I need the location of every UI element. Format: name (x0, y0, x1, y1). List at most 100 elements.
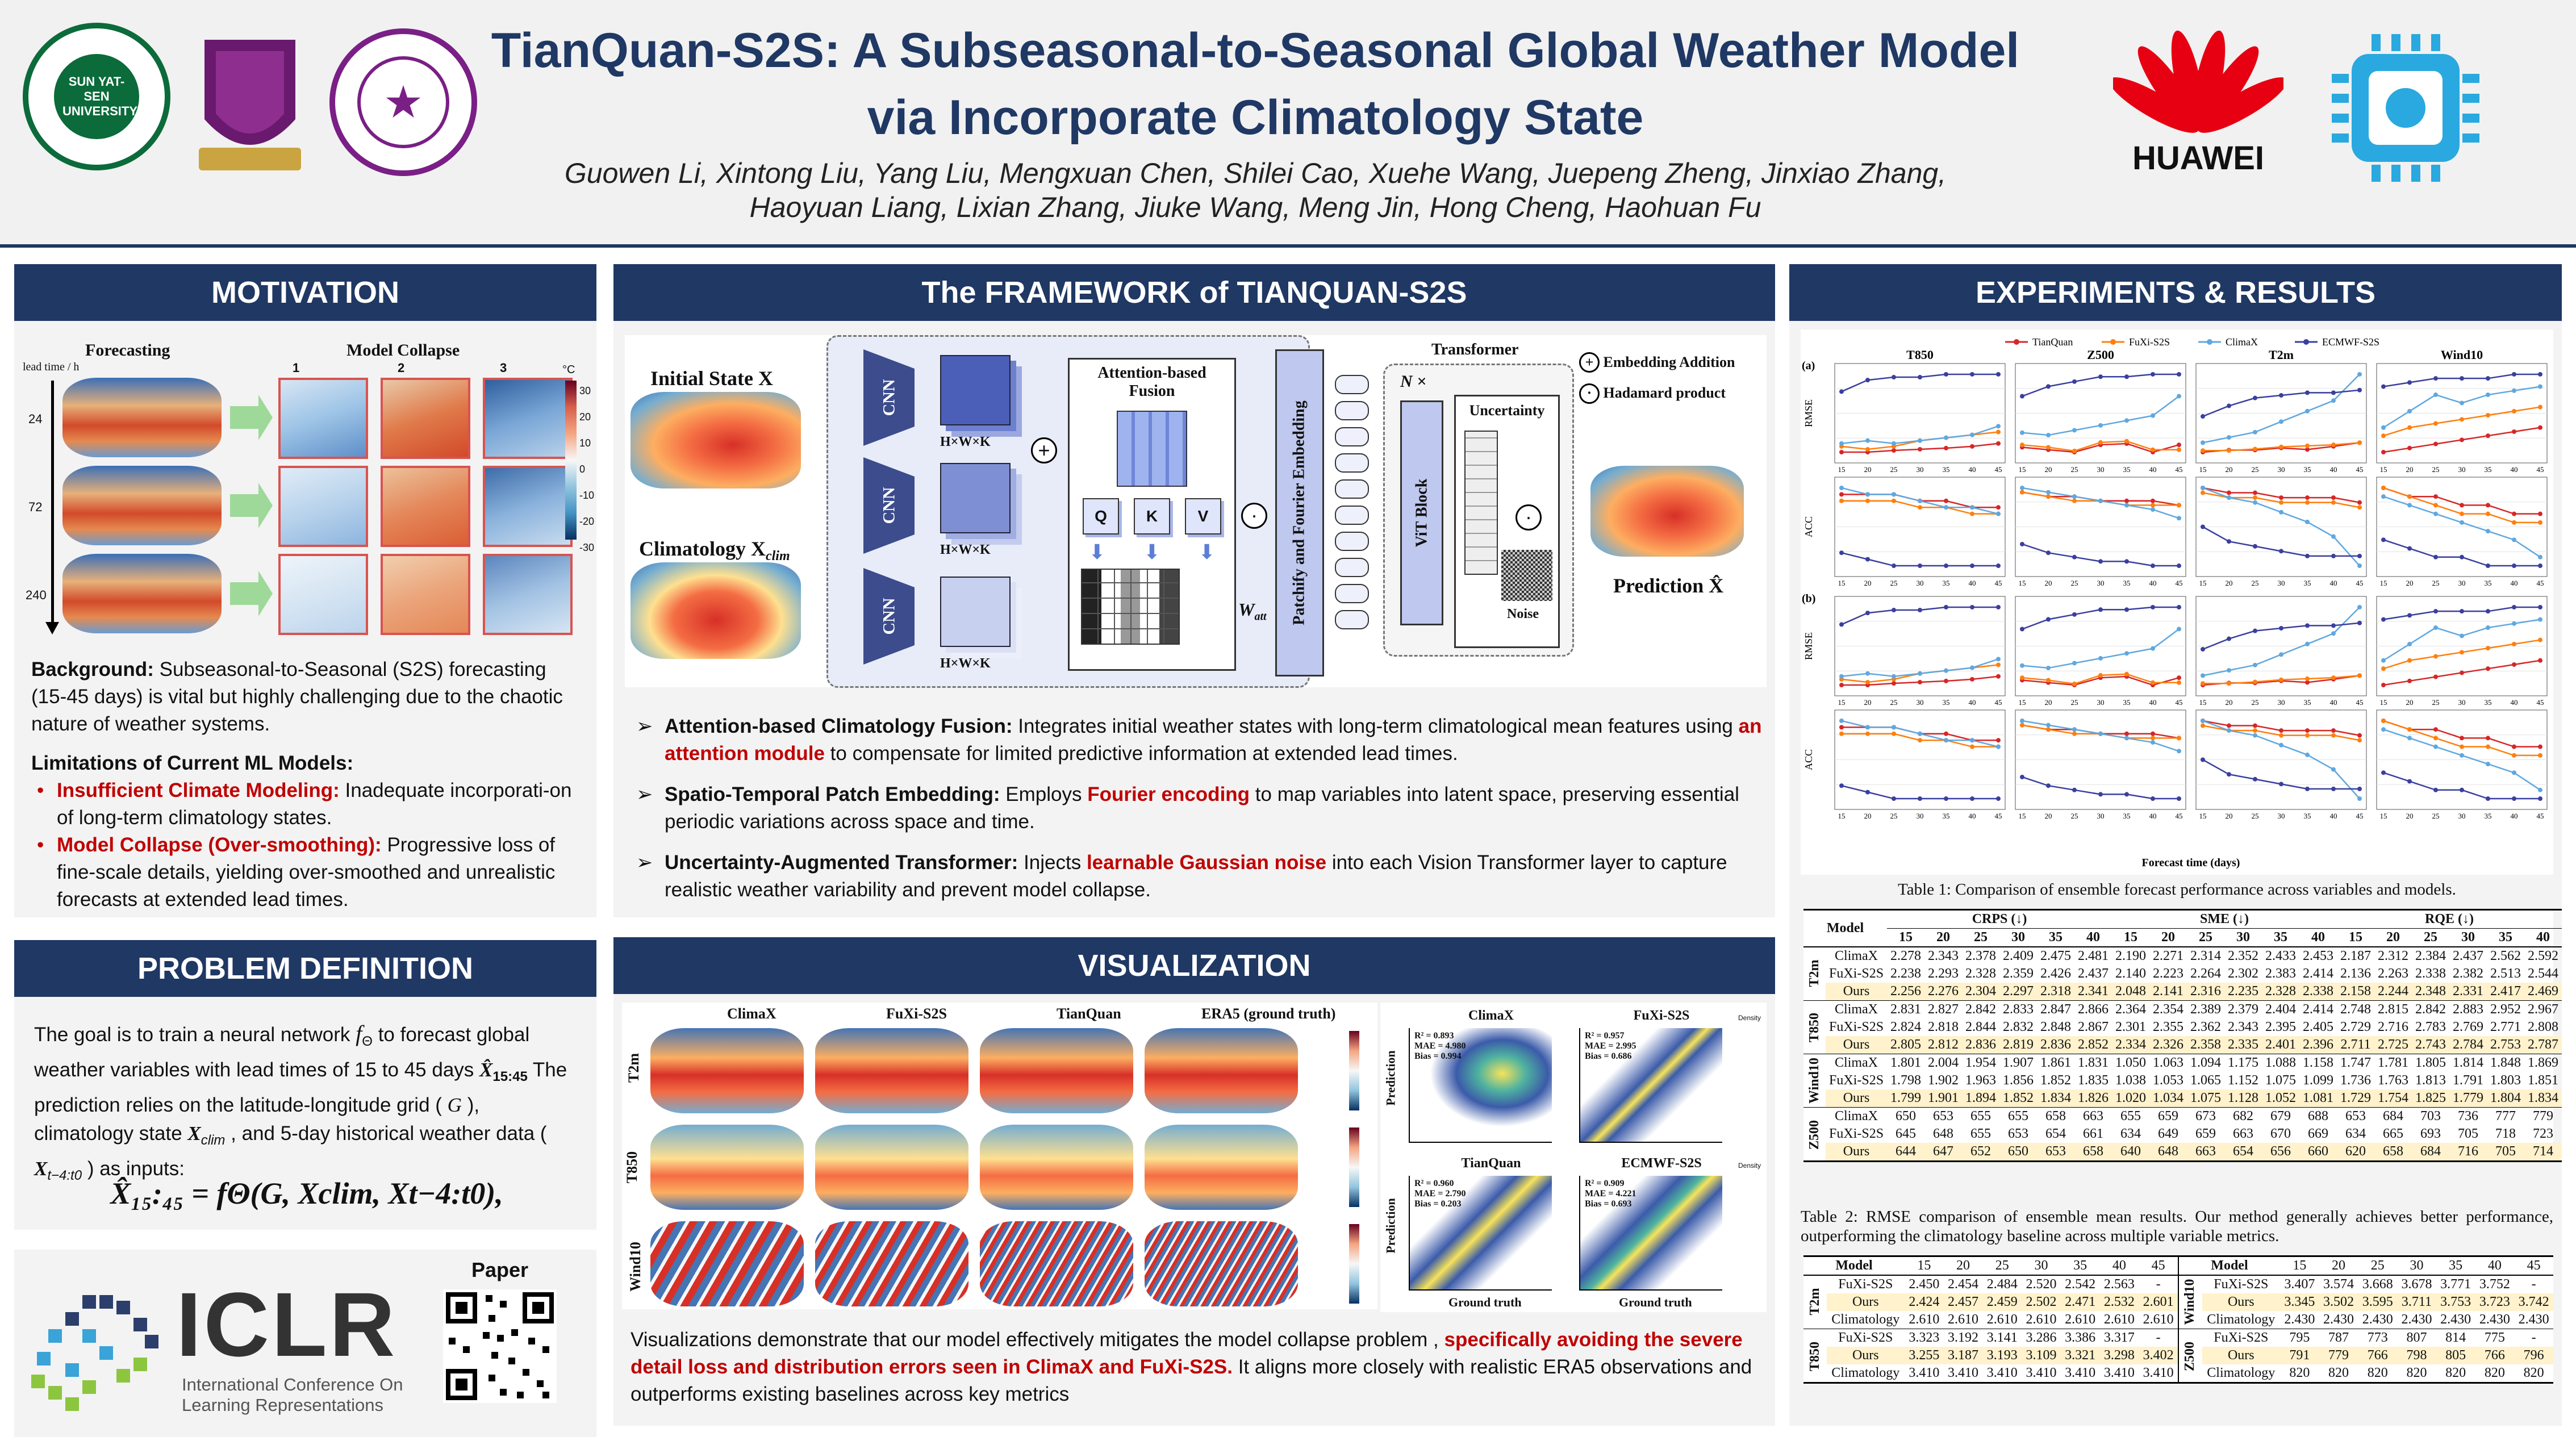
x-tick-label: 35 (2485, 698, 2492, 707)
table-row: FuXi-S2S 645 648 655 653 654 661 634 649 659 663 67… (1803, 1125, 2562, 1143)
data-point (2098, 374, 2103, 379)
table-cell: 2.297 (1999, 983, 2038, 1001)
data-point (1970, 505, 1974, 510)
x-tick-label: 40 (2149, 579, 2157, 587)
table-cell: 1.747 (2340, 1055, 2372, 1070)
table-cell: 3.402 (2139, 1347, 2178, 1364)
table-cell: 796 (2514, 1347, 2553, 1364)
data-point (2279, 733, 2283, 738)
attention-embedding (1117, 411, 1187, 487)
data-point (2305, 680, 2310, 685)
data-point (2201, 757, 2205, 762)
data-point (2177, 371, 2181, 377)
table-cell: 2.364 (2115, 1002, 2147, 1017)
data-point (2046, 433, 2051, 438)
x-tick-label: 20 (2226, 698, 2233, 707)
data-point (2046, 727, 2051, 732)
table-cell: 2.341 (2074, 983, 2112, 1001)
data-point (2305, 623, 2310, 628)
data-point (2381, 658, 2386, 663)
table-cell: 2.513 (2490, 966, 2521, 981)
table-cell: 1.803 (2490, 1073, 2521, 1088)
table-row: FuXi-S2S 2.238 2.293 2.328 2.359 2.426 2.437 2.… (1803, 965, 2562, 983)
table-cell: 2.326 (2149, 1036, 2187, 1054)
x-axis-label: Forecast time (days) (2142, 857, 2240, 869)
table-cell: 2.136 (2340, 966, 2372, 981)
table-cell: 2.532 (2099, 1293, 2139, 1311)
table-cell: 705 (2487, 1143, 2525, 1162)
problem-title: PROBLEM DEFINITION (14, 940, 596, 997)
table-cell: 2.725 (2374, 1036, 2412, 1054)
table-cell: 3.410 (2143, 1366, 2174, 1380)
data-point (2227, 681, 2231, 686)
data-point (2433, 674, 2438, 679)
paper-label: Paper (471, 1258, 529, 1281)
data-point (1865, 557, 1870, 562)
data-point (2098, 792, 2103, 797)
table-cell: 723 (2533, 1126, 2554, 1141)
colorbar-unit: °C (562, 364, 575, 376)
data-point (1970, 371, 1974, 377)
data-point (2227, 539, 2231, 544)
table-cell: 2.430 (2518, 1312, 2549, 1327)
table-cell: 2.426 (2040, 966, 2072, 981)
data-point (1839, 622, 1844, 627)
data-point (2486, 736, 2490, 741)
data-point (1839, 389, 1844, 394)
data-point (2407, 546, 2412, 551)
table-cell: 2.430 (2440, 1312, 2471, 1327)
x-tick-label: 30 (1917, 465, 1924, 474)
data-point (2357, 387, 2362, 392)
background-paragraph: Background: Subseasonal-to-Seasonal (S2S… (31, 656, 585, 738)
table-cell: 3.321 (2060, 1347, 2100, 1364)
table-cell: 714 (2524, 1143, 2562, 1162)
table-cell: 2.278 (1890, 949, 1922, 963)
x-tick-label: 40 (2511, 698, 2518, 707)
table-cell: 3.678 (2401, 1277, 2432, 1292)
data-point (1944, 371, 1948, 377)
data-point (2046, 445, 2051, 450)
x-tick-label: 15 (2380, 579, 2387, 587)
sysu-logo: SUN YAT-SEN UNIVERSITY (23, 23, 170, 170)
data-point (2098, 498, 2103, 503)
table-cell: 2.223 (2153, 966, 2184, 981)
data-point (2357, 738, 2362, 743)
paper-qr-code[interactable] (443, 1289, 557, 1403)
table-cell: 1.813 (2415, 1073, 2446, 1088)
x-tick-label: 45 (2537, 812, 2544, 820)
table-cell: 1.075 (2265, 1073, 2297, 1088)
uncertainty-block: Uncertainty · Noise (1454, 395, 1560, 648)
motivation-figure: Forecasting Model Collapse lead time / h… (23, 335, 594, 653)
data-point (1996, 424, 2001, 429)
x-tick-label: 20 (1864, 698, 1872, 707)
data-point (2433, 736, 2438, 741)
data-point (2151, 680, 2155, 685)
table-cell: 1.805 (2415, 1055, 2446, 1070)
collapse-tile (381, 466, 470, 547)
x-tick-label: 25 (2071, 698, 2078, 707)
data-point (2538, 425, 2542, 430)
table-cell: 1.099 (2303, 1073, 2334, 1088)
x-tick-label: 15 (2199, 465, 2207, 474)
motivation-title: MOTIVATION (14, 264, 596, 321)
token-column (1335, 375, 1369, 659)
table-cell: 2.362 (2190, 1020, 2222, 1034)
table-cell: 3.407 (2284, 1277, 2315, 1292)
data-point (1865, 671, 1870, 676)
limitations-title: Limitations of Current ML Models: (31, 752, 354, 774)
table-cell: 2.335 (2224, 1036, 2262, 1054)
x-tick-label: 20 (2045, 812, 2052, 820)
bullet-icon: • (37, 834, 44, 856)
data-point (2305, 390, 2310, 395)
table-header: 40 (2112, 1258, 2126, 1273)
table-cell: 2.141 (2149, 983, 2187, 1001)
table-cell: 655 (1970, 1126, 1992, 1141)
framework-bullet: ➢ Spatio-Temporal Patch Embedding: Emplo… (633, 781, 1764, 836)
x-tick-label: 25 (2252, 579, 2259, 587)
table-cell: 2.301 (2115, 1020, 2147, 1034)
data-point (2460, 376, 2464, 381)
results-figure: TianQuan FuXi-S2S ClimaX ECMWF-S2S T850 Z500 T… (1801, 329, 2553, 875)
table-cell: 820 (2484, 1366, 2505, 1380)
x-tick-label: 30 (1917, 698, 1924, 707)
x-tick-label: 40 (2149, 698, 2157, 707)
